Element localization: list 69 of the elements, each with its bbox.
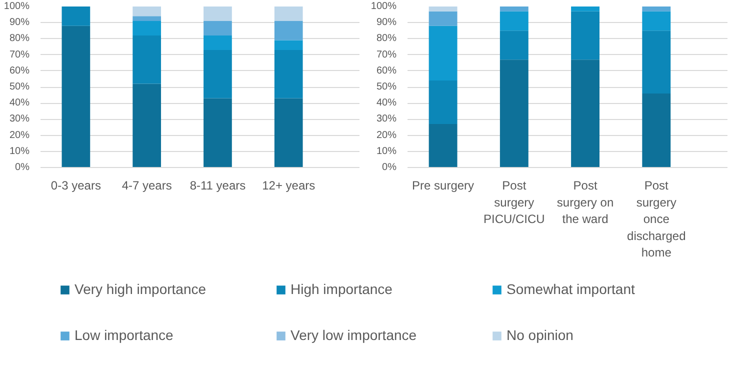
bar bbox=[204, 6, 232, 21]
bar bbox=[62, 6, 90, 26]
y-tick-label: 60% bbox=[9, 65, 30, 76]
bar bbox=[204, 98, 232, 168]
bar bbox=[274, 6, 303, 21]
legend-label: High importance bbox=[290, 281, 394, 297]
y-tick-label: 0% bbox=[382, 162, 397, 173]
bar bbox=[204, 50, 232, 98]
x-tick-label: Post surgery once discharged home bbox=[627, 178, 686, 260]
y-tick-label: 100% bbox=[370, 1, 397, 12]
bar bbox=[274, 40, 303, 50]
bar bbox=[642, 6, 671, 12]
x-tick-label: Post surgery on the ward bbox=[556, 178, 614, 226]
y-tick-label: 40% bbox=[9, 98, 30, 109]
y-tick-label: 30% bbox=[9, 114, 30, 125]
bar bbox=[642, 11, 671, 31]
y-tick-label: 40% bbox=[376, 98, 397, 109]
y-tick-label: 10% bbox=[376, 146, 397, 157]
bar bbox=[571, 11, 600, 60]
x-tick-label: 4-7 years bbox=[122, 178, 172, 192]
y-tick-label: 60% bbox=[376, 65, 397, 76]
bar bbox=[204, 35, 232, 50]
bar bbox=[62, 26, 90, 168]
legend-label: Very low importance bbox=[290, 327, 418, 343]
y-tick-label: 80% bbox=[9, 33, 30, 44]
bar bbox=[571, 6, 600, 12]
y-tick-label: 70% bbox=[9, 49, 30, 60]
legend-label: Somewhat important bbox=[506, 281, 636, 297]
y-tick-label: 20% bbox=[376, 130, 397, 141]
bar bbox=[571, 60, 600, 168]
bar bbox=[428, 11, 458, 26]
bar bbox=[132, 20, 162, 36]
y-tick-label: 80% bbox=[376, 33, 397, 44]
x-tick-label: 0-3 years bbox=[50, 178, 101, 192]
y-tick-label: 50% bbox=[376, 82, 397, 92]
bar bbox=[642, 93, 671, 168]
bar bbox=[428, 6, 458, 12]
bar bbox=[500, 11, 528, 31]
y-tick-label: 50% bbox=[9, 82, 30, 92]
x-tick-label: 12+ years bbox=[262, 178, 316, 192]
legend-label: Low importance bbox=[74, 327, 174, 343]
y-tick-label: 20% bbox=[9, 130, 30, 141]
bar bbox=[500, 30, 528, 60]
x-tick-label: 8-11 years bbox=[190, 178, 246, 192]
bar bbox=[274, 98, 303, 168]
x-tick-label: Pre surgery bbox=[412, 178, 474, 192]
bar bbox=[132, 35, 162, 84]
y-tick-label: 70% bbox=[376, 49, 397, 60]
bar bbox=[428, 80, 458, 124]
legend-label: Very high importance bbox=[74, 281, 208, 297]
y-tick-label: 0% bbox=[15, 162, 30, 173]
bar bbox=[132, 6, 162, 16]
y-tick-label: 10% bbox=[9, 146, 30, 157]
x-tick-label: Post surgery PICU/CICU bbox=[484, 178, 545, 226]
bar bbox=[500, 6, 528, 12]
y-tick-label: 100% bbox=[4, 1, 30, 12]
bar bbox=[428, 26, 458, 81]
bar bbox=[274, 50, 303, 98]
bar bbox=[204, 20, 232, 36]
bar bbox=[642, 30, 671, 94]
bar bbox=[274, 20, 303, 40]
y-tick-label: 90% bbox=[376, 17, 397, 28]
legend-label: No opinion bbox=[506, 327, 574, 343]
y-tick-label: 90% bbox=[9, 17, 30, 28]
bar bbox=[428, 124, 458, 168]
bar bbox=[500, 60, 528, 168]
y-tick-label: 30% bbox=[376, 114, 397, 125]
bar bbox=[132, 84, 162, 168]
bar bbox=[132, 16, 162, 21]
